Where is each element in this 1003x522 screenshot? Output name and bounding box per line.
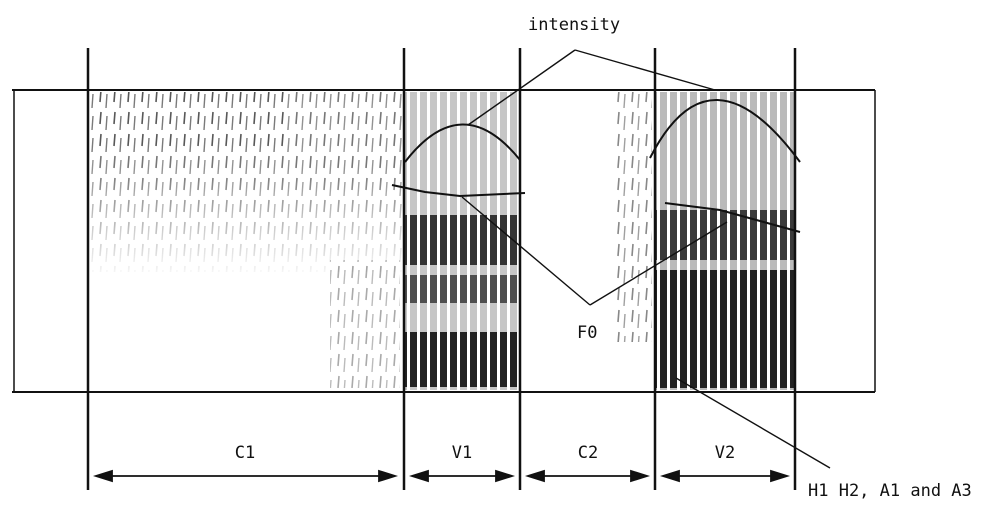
segment-boundaries — [86, 48, 797, 490]
segment-label-v1: V1 — [452, 443, 472, 463]
c2-burst-region — [612, 92, 652, 342]
v2-voiced-region — [655, 92, 795, 390]
harmonics-label: H1 H2, A1 and A3 — [808, 481, 972, 501]
leader-lines — [461, 49, 831, 469]
c1-noise-region — [88, 92, 403, 388]
intensity-contours — [404, 99, 801, 163]
segment-label-c2: C2 — [578, 443, 598, 463]
intensity-label: intensity — [528, 15, 620, 35]
segment-label-c1: C1 — [235, 443, 255, 463]
segment-label-v2: V2 — [715, 443, 735, 463]
segment-arrows — [92, 469, 791, 483]
f0-contours — [391, 184, 801, 233]
f0-label: F0 — [577, 323, 597, 343]
spectrogram-frame — [12, 89, 876, 393]
v1-voiced-region — [405, 92, 520, 390]
